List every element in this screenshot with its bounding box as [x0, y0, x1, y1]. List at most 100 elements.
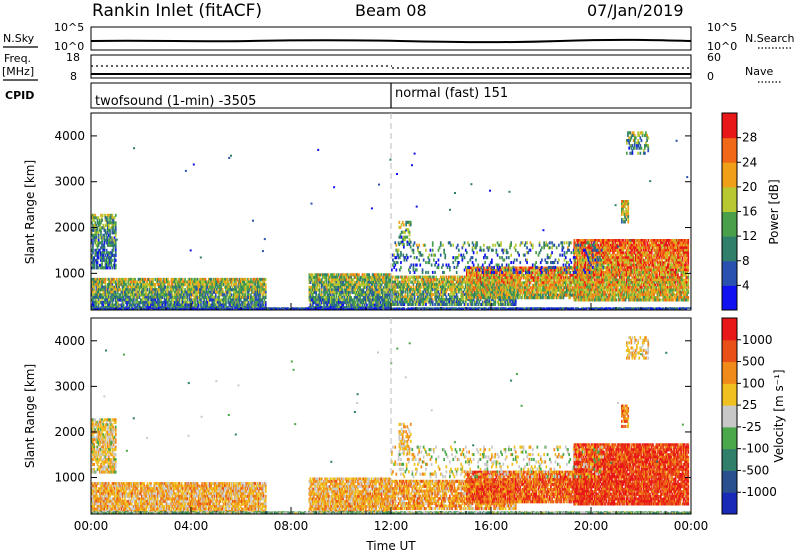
echo-cell — [183, 280, 185, 284]
echo-cell — [228, 295, 231, 299]
echo-cell — [258, 288, 260, 292]
echo-cell — [175, 301, 177, 305]
echo-cell — [114, 233, 117, 237]
echo-cell — [124, 285, 126, 289]
echo-cell — [220, 290, 223, 294]
echo-cell — [144, 277, 147, 282]
echo-cell — [247, 290, 250, 294]
echo-cell — [163, 301, 166, 305]
echo-cell — [251, 303, 253, 307]
echo-cell — [176, 290, 178, 294]
echo-cell — [246, 285, 249, 289]
echo-cell — [221, 283, 224, 287]
echo-cell — [103, 213, 106, 217]
nave-label: Nave — [745, 65, 773, 78]
echo-cell — [205, 285, 208, 289]
echo-cell — [91, 280, 93, 284]
echo-cell — [197, 280, 200, 284]
echo-cell — [253, 303, 256, 307]
echo-cell — [218, 293, 220, 297]
echo-cell — [227, 280, 230, 284]
echo-cell — [196, 293, 199, 297]
echo-cell — [187, 285, 190, 289]
echo-cell — [237, 301, 240, 305]
echo-cell — [139, 293, 142, 297]
echo-cell — [238, 285, 241, 289]
echo-cell — [146, 277, 149, 282]
echo-cell — [262, 290, 265, 294]
echo-cell — [216, 298, 218, 302]
echo-cell — [112, 238, 115, 242]
echo-cell — [225, 288, 227, 292]
echo-cell — [210, 298, 212, 302]
echo-cell — [239, 280, 242, 284]
echo-cell — [145, 303, 148, 307]
echo-cell — [258, 293, 260, 297]
echo-cell — [169, 301, 172, 305]
echo-cell — [94, 228, 97, 232]
echo-cell — [100, 285, 102, 289]
echo-cell — [174, 290, 176, 294]
echo-cell — [129, 288, 132, 292]
echo-cell — [111, 218, 114, 222]
echo-cell — [253, 290, 256, 294]
echo-cell — [163, 280, 166, 284]
echo-cell — [149, 280, 151, 284]
echo-cell — [141, 293, 143, 297]
echo-cell — [216, 301, 218, 305]
echo-cell — [262, 288, 265, 292]
echo-cell — [194, 301, 197, 305]
echo-cell — [210, 295, 212, 299]
echo-cell — [139, 298, 142, 302]
echo-cell — [135, 285, 137, 289]
echo-cell — [216, 283, 218, 287]
echo-cell — [143, 280, 145, 284]
echo-cell — [234, 293, 236, 297]
echo-cell — [93, 261, 95, 265]
echo-cell — [256, 293, 259, 297]
echo-cell — [113, 223, 116, 227]
echo-cell — [218, 303, 220, 307]
echo-cell — [209, 280, 211, 284]
echo-cell — [231, 301, 234, 305]
echo-cell — [229, 298, 232, 302]
echo-cell — [237, 303, 240, 307]
echo-cell — [92, 266, 94, 270]
echo-cell — [261, 295, 264, 299]
freq-panel: Freq. [MHz] 18 8 60 0 Nave — [2, 51, 782, 83]
echo-cell — [197, 283, 200, 287]
echo-cell — [103, 293, 106, 297]
echo-cell — [127, 280, 130, 284]
echo-cell — [225, 283, 227, 287]
echo-cell — [104, 223, 107, 227]
echo-cell — [254, 288, 257, 292]
echo-cell — [205, 283, 208, 287]
echo-cell — [111, 223, 114, 227]
echo-cell — [521, 296, 524, 300]
echo-cell — [221, 298, 224, 302]
echo-cell — [101, 280, 103, 284]
echo-cell — [205, 288, 208, 292]
echo-cell — [247, 277, 250, 282]
echo-cell — [95, 231, 98, 235]
echo-cell — [129, 280, 132, 284]
echo-cell — [94, 290, 97, 294]
echo-cell — [138, 288, 141, 292]
echo-cell — [106, 301, 109, 305]
echo-cell — [125, 280, 127, 284]
echo-cell — [172, 298, 175, 302]
echo-cell — [205, 301, 208, 305]
echo-cell — [105, 233, 108, 237]
echo-cell — [170, 285, 173, 289]
echo-cell — [263, 280, 266, 284]
echo-cell — [155, 288, 158, 292]
echo-cell — [105, 263, 108, 267]
echo-cell — [108, 290, 110, 294]
echo-cell — [260, 303, 262, 307]
echo-cell — [96, 293, 99, 297]
echo-cell — [111, 253, 114, 257]
echo-cell — [258, 280, 260, 284]
echo-cell — [112, 228, 115, 232]
echo-cell — [114, 223, 117, 227]
echo-cell — [103, 243, 106, 247]
